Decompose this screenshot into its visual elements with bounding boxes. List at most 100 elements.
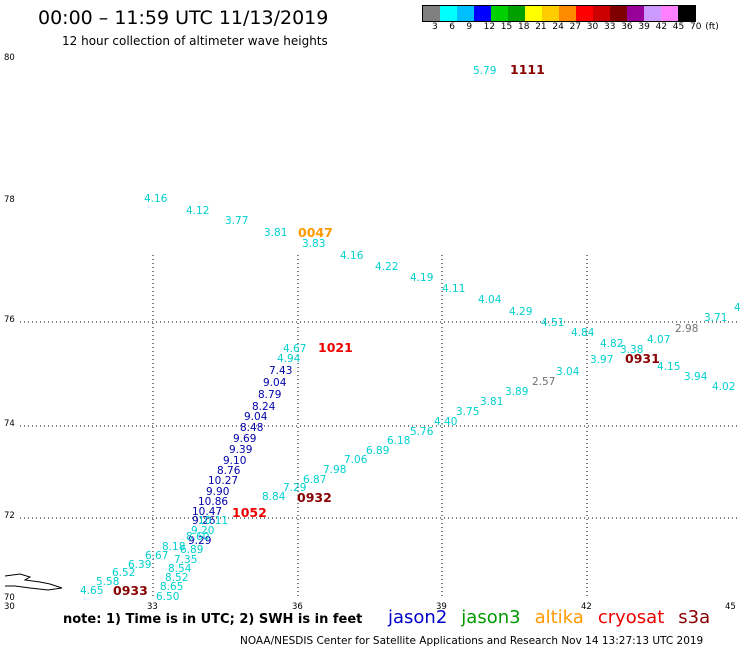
tick-labels: 80 78 76 74 72 70 30 33 36 39 42 45 <box>4 53 736 612</box>
satellite-legend: jason2 jason3 altika cryosat s3a <box>388 607 724 628</box>
wave-value: 4.02 <box>712 381 735 393</box>
footer-credit: NOAA/NESDIS Center for Satellite Applica… <box>240 635 704 647</box>
legend-label: 15 <box>500 22 513 32</box>
wave-value: 3.83 <box>302 238 325 250</box>
legend-label: 9 <box>466 22 473 32</box>
wave-value: 7.06 <box>344 454 368 466</box>
wave-value: 4.07 <box>647 334 670 346</box>
wave-value: 4.82 <box>600 338 623 350</box>
legend-swatch <box>525 6 542 21</box>
legend-swatch <box>542 6 559 21</box>
wave-value: 6.87 <box>303 474 326 486</box>
wave-value: 8.79 <box>258 389 281 401</box>
wave-value: 4.04 <box>478 294 502 306</box>
wave-value: 10.86 <box>198 496 228 508</box>
wave-value: 6.89 <box>180 544 203 556</box>
legend-swatch <box>576 6 593 21</box>
satellite-cryosat: cryosat <box>597 607 665 628</box>
legend-label: 3 <box>432 22 438 32</box>
x-tick-42: 42 <box>581 602 592 612</box>
note-text: note: 1) Time is in UTC; 2) SWH is in fe… <box>63 612 363 627</box>
wave-value: 9.90 <box>206 486 229 498</box>
pass-time: 0931 <box>625 351 660 366</box>
pass-time: 1111 <box>510 62 545 77</box>
legend-label: 21 <box>535 22 547 32</box>
legend-swatch <box>661 6 678 21</box>
wave-value: 9.69 <box>233 433 256 445</box>
y-tick-72: 72 <box>4 511 15 521</box>
wave-value: 8.52 <box>165 572 188 584</box>
x-tick-45: 45 <box>725 602 736 612</box>
wave-value: 2.98 <box>675 323 698 335</box>
wave-value: 4.22 <box>375 261 398 273</box>
wave-value: 6.18 <box>387 435 410 447</box>
wave-value: 9.04 <box>244 411 268 423</box>
wave-value: 7.29 <box>283 482 306 494</box>
wave-value: 9.26 <box>192 515 216 527</box>
wave-value: 4.11 <box>442 283 465 295</box>
wave-value: 8.60 <box>186 531 209 543</box>
wave-value: 4.15 <box>657 361 680 373</box>
wave-value: 7.98 <box>323 464 346 476</box>
x-tick-33: 33 <box>147 602 158 612</box>
wave-value: 5.79 <box>473 65 496 77</box>
wave-value: 3.77 <box>225 215 248 227</box>
wave-value: 7.35 <box>174 554 197 566</box>
x-tick-39: 39 <box>436 602 447 612</box>
wave-value: 5.58 <box>96 576 119 588</box>
legend-swatch <box>440 6 457 21</box>
wave-value: 8.48 <box>240 422 263 434</box>
map-subtitle: 12 hour collection of altimeter wave hei… <box>62 34 328 48</box>
wave-value: 9.10 <box>223 455 246 467</box>
wave-value: 4.12 <box>186 205 209 217</box>
wave-value: 3.81 <box>480 396 503 408</box>
coastline <box>4 573 63 591</box>
wave-value: 8.24 <box>252 401 276 413</box>
legend-label: 27 <box>569 22 582 32</box>
wave-value: 7.43 <box>269 365 292 377</box>
wave-value: 4.94 <box>277 353 301 365</box>
wave-value: 8.65 <box>160 581 183 593</box>
pass-time: 0933 <box>113 583 148 598</box>
wave-value: 8.18 <box>162 541 185 553</box>
pass-time: 1021 <box>318 340 353 355</box>
legend-label: (ft) <box>705 22 719 32</box>
wave-value: 3.81 <box>264 227 287 239</box>
y-tick-78: 78 <box>4 195 15 205</box>
y-tick-70: 70 <box>4 593 15 603</box>
legend-label: 70 <box>690 22 702 32</box>
wave-value: 9.04 <box>263 377 287 389</box>
wave-height-values: 4.16 4.12 3.77 3.81 3.83 4.16 4.22 4.19 4.11 4.04… <box>80 65 740 603</box>
legend-label: 24 <box>552 22 564 32</box>
satellite-altika: altika <box>534 607 584 628</box>
grid <box>20 255 740 596</box>
wave-value: 3.75 <box>456 406 479 418</box>
legend-swatch <box>457 6 474 21</box>
wave-value: 10.11 <box>198 515 228 527</box>
wave-value: 4.65 <box>80 585 103 597</box>
wave-value: 3.94 <box>684 371 708 383</box>
wave-value: 3.04 <box>556 366 580 378</box>
wave-value: 4.16 <box>144 193 168 205</box>
wave-value: 4.84 <box>571 327 595 339</box>
legend-label: 42 <box>655 22 668 32</box>
x-tick-36: 36 <box>292 602 303 612</box>
legend-label: 45 <box>672 22 685 32</box>
wave-value: 4.16 <box>340 250 364 262</box>
map-title: 00:00 – 11:59 UTC 11/13/2019 <box>38 7 329 29</box>
legend-swatch <box>474 6 491 21</box>
legend-swatch <box>423 6 440 21</box>
wave-value: 9.29 <box>188 535 211 547</box>
legend-label: 18 <box>518 22 530 32</box>
wave-value: 3.89 <box>505 386 528 398</box>
wave-value: 5.76 <box>410 426 434 438</box>
legend-label: 12 <box>483 22 496 32</box>
pass-time: 1052 <box>232 505 267 520</box>
y-tick-76: 76 <box>4 315 15 325</box>
satellite-jason3: jason3 <box>461 607 521 628</box>
wave-value: 4.40 <box>434 416 457 428</box>
wave-value: 8.54 <box>168 563 192 575</box>
wave-value: 10.27 <box>208 475 238 487</box>
legend-label: 30 <box>586 22 599 32</box>
